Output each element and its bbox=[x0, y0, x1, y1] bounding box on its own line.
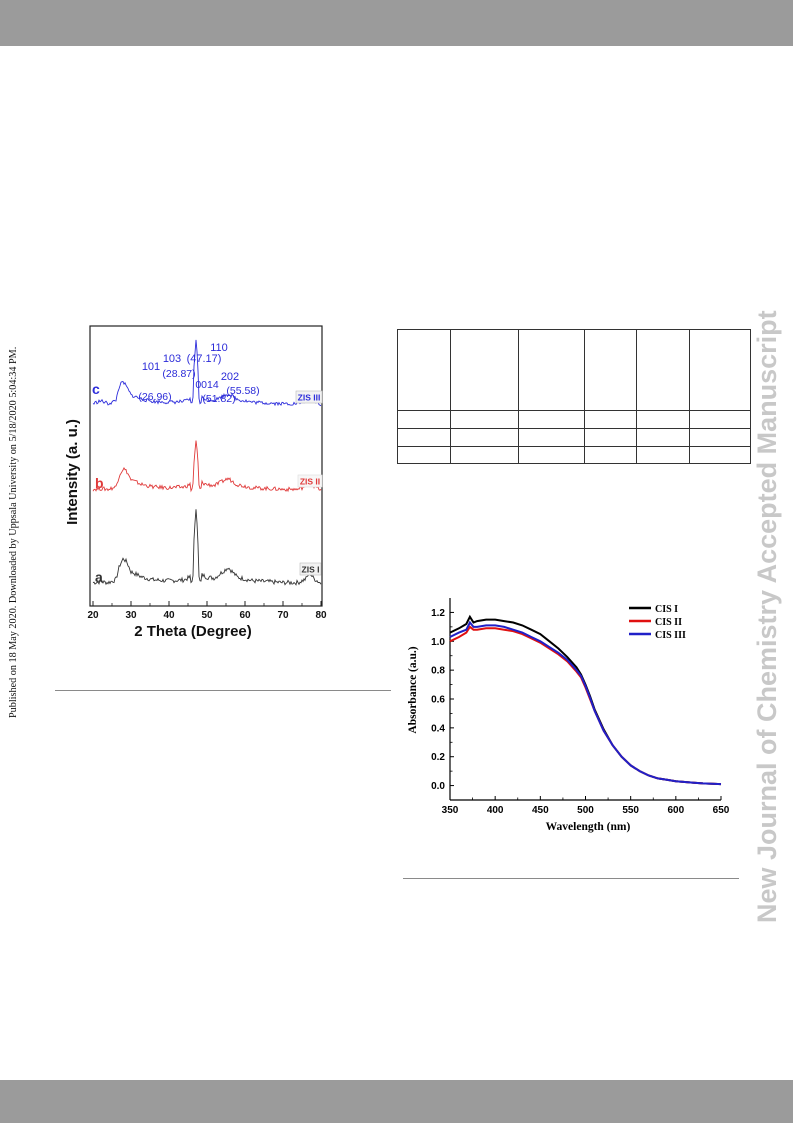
xrd-series-1 bbox=[92, 509, 322, 586]
xrd-peak-angle-103: (28.87) bbox=[162, 368, 195, 380]
table-cell bbox=[689, 410, 751, 429]
xrd-x-axis-label: 2 Theta (Degree) bbox=[134, 623, 252, 640]
abs-series-3 bbox=[449, 620, 722, 786]
xrd-x-tick-label: 60 bbox=[239, 610, 251, 621]
xrd-x-tick-label: 50 bbox=[201, 610, 213, 621]
xrd-x-tick-label: 20 bbox=[87, 610, 99, 621]
abs-legend: CIS I CIS II CIS III bbox=[629, 604, 686, 641]
table-cell bbox=[636, 329, 690, 411]
xrd-tag-zis2: ZIS II bbox=[300, 477, 320, 487]
table-cell bbox=[636, 410, 690, 429]
table-cell bbox=[636, 446, 690, 464]
abs-x-tick-label: 600 bbox=[667, 805, 684, 816]
xrd-x-tick-label: 30 bbox=[125, 610, 137, 621]
xrd-plot-frame bbox=[89, 325, 323, 607]
abs-series-1 bbox=[449, 614, 722, 786]
xrd-labels-group: 101 (26.96) 103 (28.87) (47.17) 110 0014… bbox=[64, 342, 323, 640]
table-cell bbox=[397, 410, 451, 429]
data-table bbox=[397, 329, 751, 464]
abs-legend-label: CIS I bbox=[655, 604, 678, 615]
abs-legend-label: CIS III bbox=[655, 630, 686, 641]
xrd-peak-index-103: 103 bbox=[163, 353, 181, 365]
xrd-tag-box-zis1 bbox=[299, 562, 322, 576]
xrd-axes-group: 20 30 40 50 60 70 80 bbox=[87, 601, 327, 621]
abs-x-axis-label: Wavelength (nm) bbox=[546, 821, 631, 833]
table-cell bbox=[584, 329, 637, 411]
xrd-peak-index-101: 101 bbox=[142, 361, 160, 373]
table-row bbox=[397, 446, 751, 464]
table-cell bbox=[689, 446, 751, 464]
journal-watermark: New Journal of Chemistry Accepted Manusc… bbox=[748, 190, 788, 925]
abs-x-tick-label: 650 bbox=[713, 805, 730, 816]
xrd-peak-angle-0014: (51.82) bbox=[202, 393, 235, 405]
data-table-body bbox=[397, 329, 751, 464]
xrd-x-tick-label: 80 bbox=[315, 610, 327, 621]
xrd-tag-box-zis3 bbox=[295, 390, 323, 404]
table-cell bbox=[689, 329, 751, 411]
xrd-x-tick-label: 40 bbox=[163, 610, 175, 621]
xrd-x-tick-label: 70 bbox=[277, 610, 289, 621]
table-cell bbox=[689, 428, 751, 447]
table-cell bbox=[397, 446, 451, 464]
table-row bbox=[397, 428, 751, 447]
table-row bbox=[397, 329, 751, 411]
table-cell bbox=[518, 446, 585, 464]
xrd-tag-zis3: ZIS III bbox=[298, 393, 321, 403]
publication-note-text: Published on 18 May 2020. Downloaded by … bbox=[8, 346, 19, 718]
abs-y-tick-label: 0.4 bbox=[431, 723, 445, 734]
table-cell bbox=[450, 446, 519, 464]
xrd-trace-letter-a: a bbox=[95, 569, 103, 585]
xrd-figure: 20 30 40 50 60 70 80 101 (26.96) 103 (28.87) (… bbox=[64, 325, 327, 640]
abs-y-tick-label: 0.0 bbox=[431, 781, 445, 792]
xrd-peak-angle-101: (26.96) bbox=[138, 391, 171, 403]
table-cell bbox=[584, 410, 637, 429]
xrd-peak-angle-110: (47.17) bbox=[187, 353, 222, 365]
publication-note: Published on 18 May 2020. Downloaded by … bbox=[2, 318, 22, 718]
table-cell bbox=[518, 428, 585, 447]
table-row bbox=[397, 410, 751, 429]
abs-x-tick-label: 450 bbox=[532, 805, 549, 816]
abs-x-tick-label: 550 bbox=[622, 805, 639, 816]
table-cell bbox=[450, 428, 519, 447]
table-cell bbox=[636, 428, 690, 447]
xrd-series-2 bbox=[92, 440, 322, 493]
abs-y-axis-label: Absorbance (a.u.) bbox=[407, 646, 419, 733]
abs-series-group bbox=[449, 614, 722, 786]
table-cell bbox=[397, 428, 451, 447]
abs-y-tick-label: 1.2 bbox=[431, 608, 445, 619]
journal-watermark-text: New Journal of Chemistry Accepted Manusc… bbox=[752, 310, 782, 923]
table-cell bbox=[584, 428, 637, 447]
xrd-peak-index-110: 110 bbox=[210, 342, 228, 354]
abs-x-tick-label: 500 bbox=[577, 805, 594, 816]
table-cell bbox=[450, 329, 519, 411]
xrd-trace-letter-b: b bbox=[95, 475, 104, 491]
xrd-peak-index-0014: 0014 bbox=[195, 379, 219, 391]
page-header-bar bbox=[0, 0, 793, 46]
xrd-peak-angle-202: (55.58) bbox=[226, 385, 259, 397]
abs-series-2 bbox=[449, 625, 722, 786]
abs-x-tick-label: 400 bbox=[487, 805, 504, 816]
abs-x-tick-label: 350 bbox=[442, 805, 459, 816]
abs-legend-label: CIS II bbox=[655, 617, 682, 628]
xrd-tag-box-zis2 bbox=[297, 474, 323, 488]
abs-y-tick-label: 0.6 bbox=[431, 695, 445, 706]
xrd-tag-zis1: ZIS I bbox=[302, 565, 320, 575]
absorbance-figure: 0.0 0.2 0.4 0.6 0.8 1.0 1.2 350 400 450 500 550 600 6… bbox=[407, 598, 730, 833]
xrd-series-3 bbox=[92, 339, 322, 407]
table-cell bbox=[584, 446, 637, 464]
abs-y-tick-label: 0.2 bbox=[431, 752, 445, 763]
table-cell bbox=[397, 329, 451, 411]
page-footer-bar bbox=[0, 1080, 793, 1123]
figure-rule-right bbox=[403, 878, 739, 879]
xrd-peak-index-202: 202 bbox=[221, 371, 239, 383]
figure-rule-left bbox=[55, 690, 391, 691]
xrd-trace-letter-c: c bbox=[92, 381, 100, 397]
abs-y-tick-label: 1.0 bbox=[431, 637, 445, 648]
xrd-y-axis-label: Intensity (a. u.) bbox=[64, 419, 81, 525]
table-cell bbox=[450, 410, 519, 429]
abs-y-tick-label: 0.8 bbox=[431, 666, 445, 677]
table-cell bbox=[518, 410, 585, 429]
table-cell bbox=[518, 329, 585, 411]
xrd-series-group bbox=[92, 339, 322, 586]
